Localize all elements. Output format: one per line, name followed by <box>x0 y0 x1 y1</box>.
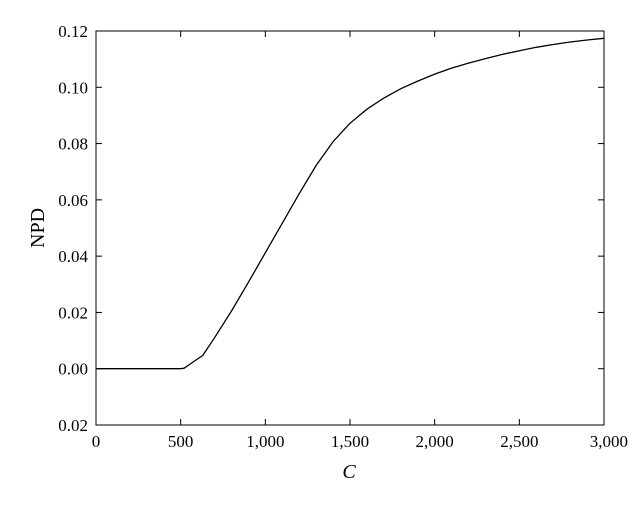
x-axis: 0 500 1,000 1,500 2,000 2,500 3,000 <box>92 31 628 451</box>
x-tick-label: 1,000 <box>246 432 284 451</box>
y-tick-label: 0.12 <box>58 22 88 41</box>
y-tick-label: 0.02 <box>58 303 88 322</box>
y-tick-label: 0.08 <box>58 135 88 154</box>
y-axis: 0.02 0.00 0.02 0.04 0.06 0.08 0.10 0.12 <box>58 22 604 435</box>
y-tick-label: 0.02 <box>58 416 88 435</box>
x-tick-label: 2,000 <box>416 432 454 451</box>
x-axis-label: C <box>342 461 356 483</box>
x-tick-label: 0 <box>92 432 101 451</box>
y-tick-label: 0.06 <box>58 191 88 210</box>
y-tick-label: 0.10 <box>58 78 88 97</box>
x-tick-label: 2,500 <box>500 432 538 451</box>
series-line <box>96 37 605 370</box>
y-tick-label: 0.00 <box>58 360 88 379</box>
y-tick-label: 0.04 <box>58 247 88 266</box>
y-axis-label: NPD <box>27 208 49 248</box>
plot-frame <box>95 30 605 426</box>
x-tick-label: 1,500 <box>331 432 369 451</box>
x-tick-label: 3,000 <box>590 432 628 451</box>
x-tick-label: 500 <box>168 432 194 451</box>
